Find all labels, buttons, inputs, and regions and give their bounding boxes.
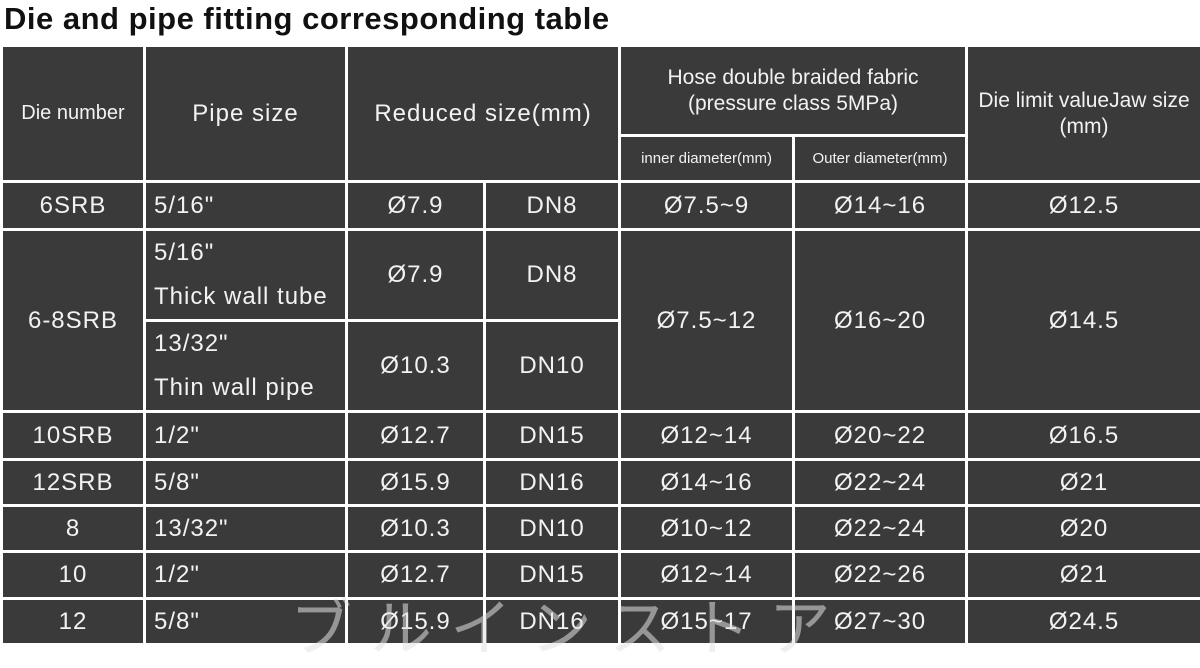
page: Die and pipe fitting corresponding table… — [0, 0, 1200, 641]
table-cell: 13/32"Thin wall pipe — [145, 321, 347, 412]
table-cell: DN16 — [485, 460, 620, 506]
table-cell: Ø7.9 — [347, 230, 485, 321]
table-cell: 5/8" — [145, 460, 347, 506]
table-cell: Ø15.9 — [347, 460, 485, 506]
table-cell: DN10 — [485, 321, 620, 412]
table-cell: DN16 — [485, 599, 620, 645]
table-cell: Ø7.9 — [347, 182, 485, 230]
header-cell: Pipe size — [145, 46, 347, 182]
table-cell: Ø20~22 — [794, 412, 967, 460]
table-cell: Ø12~14 — [620, 552, 794, 599]
table-cell: 1/2" — [145, 412, 347, 460]
table-cell: Ø22~26 — [794, 552, 967, 599]
table-cell: Ø27~30 — [794, 599, 967, 645]
table-cell: Ø20 — [967, 506, 1200, 552]
header-cell: Hose double braided fabric (pressure cla… — [620, 46, 967, 136]
table-cell: Ø21 — [967, 552, 1200, 599]
header-cell: Die limit valueJaw size (mm) — [967, 46, 1200, 182]
header-line: Hose double braided fabric — [621, 65, 965, 91]
table-cell: 8 — [2, 506, 145, 552]
header-cell: Die number — [2, 46, 145, 182]
table-cell: Ø7.5~12 — [620, 230, 794, 412]
header-cell: inner diameter(mm) — [620, 136, 794, 182]
table-cell: Ø12.7 — [347, 412, 485, 460]
title: Die and pipe fitting corresponding table — [4, 0, 610, 40]
header-row: Die number Pipe size Reduced size(mm) Ho… — [2, 46, 1200, 136]
table-cell: Ø15~17 — [620, 599, 794, 645]
table-cell: Ø10.3 — [347, 506, 485, 552]
table-cell: 1/2" — [145, 552, 347, 599]
cell-line: Thick wall tube — [154, 275, 345, 319]
table-cell: 5/8" — [145, 599, 347, 645]
table-cell: Ø14.5 — [967, 230, 1200, 412]
table-cell: Ø12.7 — [347, 552, 485, 599]
table-cell: Ø14~16 — [794, 182, 967, 230]
header-cell: Outer diameter(mm) — [794, 136, 967, 182]
table-cell: Ø21 — [967, 460, 1200, 506]
table-cell: Ø12.5 — [967, 182, 1200, 230]
table-cell: Ø10.3 — [347, 321, 485, 412]
table-cell: DN15 — [485, 412, 620, 460]
header-line: (pressure class 5MPa) — [621, 91, 965, 117]
table-cell: DN15 — [485, 552, 620, 599]
table-cell: 10SRB — [2, 412, 145, 460]
table-cell: 13/32" — [145, 506, 347, 552]
table-cell: DN8 — [485, 230, 620, 321]
table-cell: Ø15.9 — [347, 599, 485, 645]
table-cell: DN8 — [485, 182, 620, 230]
table-cell: 5/16"Thick wall tube — [145, 230, 347, 321]
table-cell: Ø24.5 — [967, 599, 1200, 645]
cell-line: 13/32" — [154, 322, 345, 366]
table-cell: Ø22~24 — [794, 506, 967, 552]
table-cell: Ø10~12 — [620, 506, 794, 552]
header-line: Die limit valueJaw size — [968, 88, 1200, 114]
table-cell: Ø22~24 — [794, 460, 967, 506]
cell-line: Thin wall pipe — [154, 366, 345, 410]
fitting-table: Die number Pipe size Reduced size(mm) Ho… — [0, 44, 1200, 646]
table-cell: DN10 — [485, 506, 620, 552]
header-line: (mm) — [968, 114, 1200, 140]
table-cell: 12 — [2, 599, 145, 645]
header-cell: Reduced size(mm) — [347, 46, 620, 182]
table-cell: Ø12~14 — [620, 412, 794, 460]
table-cell: 5/16" — [145, 182, 347, 230]
table-cell: 6SRB — [2, 182, 145, 230]
table-cell: Ø16~20 — [794, 230, 967, 412]
table-cell: Ø7.5~9 — [620, 182, 794, 230]
table-cell: Ø14~16 — [620, 460, 794, 506]
table-cell: 12SRB — [2, 460, 145, 506]
table-cell: 6-8SRB — [2, 230, 145, 412]
cell-line: 5/16" — [154, 231, 345, 275]
table-cell: 10 — [2, 552, 145, 599]
table-cell: Ø16.5 — [967, 412, 1200, 460]
